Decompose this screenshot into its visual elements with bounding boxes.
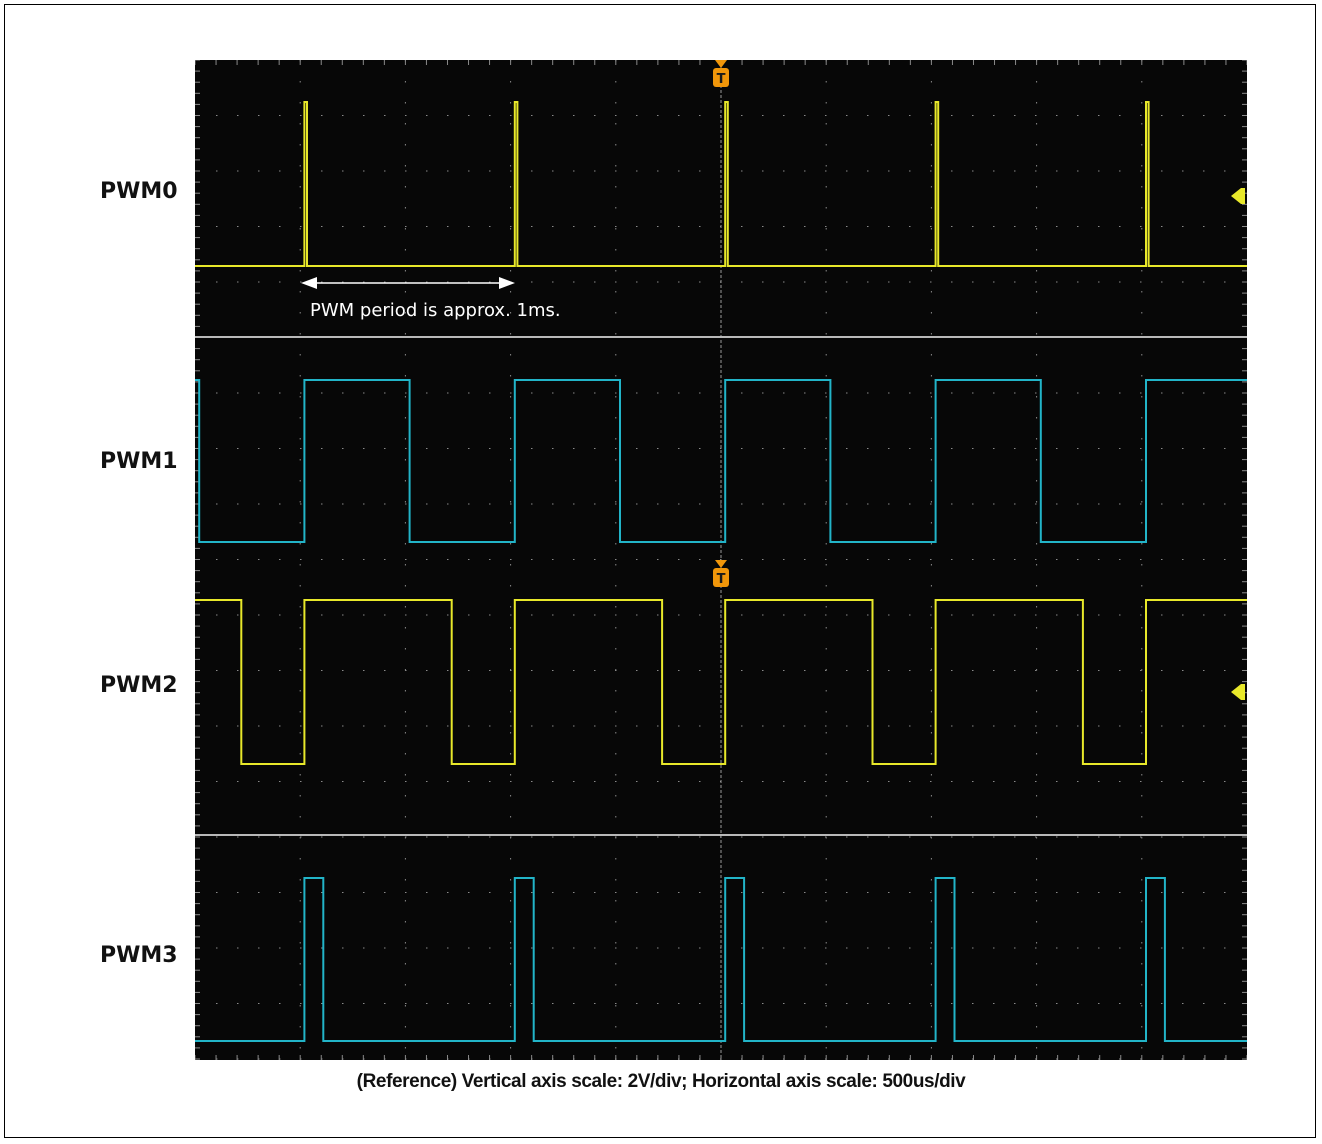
level-marker-arrow [1231, 188, 1241, 204]
waveform-pwm1 [195, 379, 1247, 543]
scale-caption: (Reference) Vertical axis scale: 2V/div;… [356, 1071, 966, 1092]
level-marker-bar [1241, 684, 1245, 700]
level-marker-arrow [1231, 684, 1241, 700]
period-annotation-text: PWM period is approx. 1ms. [310, 300, 561, 321]
oscilloscope-plot: TT PWM period is approx. 1ms. [194, 59, 1248, 1060]
period-arrow-right-head [499, 277, 515, 289]
trigger-marker-arrow [715, 60, 727, 68]
trigger-marker: T [713, 560, 729, 587]
waveforms [195, 101, 1247, 1042]
markers: TT [713, 60, 1245, 700]
trigger-marker: T [713, 60, 729, 87]
channel-label-pwm0: PWM0 [100, 179, 178, 204]
waveform-pwm3 [195, 877, 1247, 1042]
period-arrow-left-head [301, 277, 317, 289]
waveform-pwm0 [195, 101, 1247, 267]
trigger-marker-box [713, 568, 729, 587]
channel-label-pwm1: PWM1 [100, 449, 178, 474]
level-marker-bar [1241, 188, 1245, 204]
trigger-marker-label: T [717, 72, 726, 87]
channel-label-pwm2: PWM2 [100, 673, 178, 698]
channel-label-pwm3: PWM3 [100, 943, 178, 968]
trigger-marker-box [713, 68, 729, 87]
panel-separators [195, 336, 1247, 836]
trigger-marker-label: T [717, 572, 726, 587]
period-annotation: PWM period is approx. 1ms. [301, 277, 561, 321]
trigger-marker-arrow [715, 560, 727, 568]
waveform-pwm2 [195, 599, 1247, 765]
